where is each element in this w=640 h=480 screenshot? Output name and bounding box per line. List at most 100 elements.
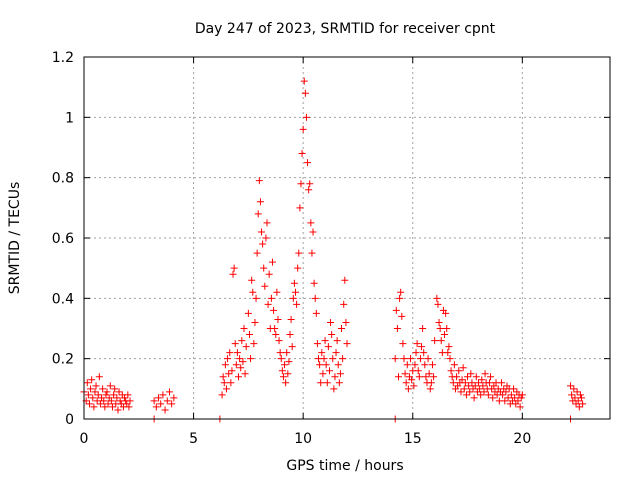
data-point [239,358,247,366]
data-point [295,249,303,257]
data-point [229,270,237,278]
data-point [398,312,406,320]
data-point [254,210,262,218]
data-point [498,379,506,387]
data-point [241,370,249,378]
data-point [333,337,341,345]
data-point [400,355,408,363]
x-tick-label: 5 [189,431,198,447]
data-point [433,294,441,302]
data-point [306,180,314,188]
data-point [341,276,349,284]
data-point [294,264,302,272]
data-point [114,406,122,414]
data-point [84,391,92,399]
data-points [80,77,587,423]
data-point [425,370,433,378]
data-point [332,349,340,357]
data-point [437,337,445,345]
data-point [288,343,296,351]
data-point [99,385,107,393]
data-point [159,391,167,399]
data-point [476,385,484,393]
data-point [258,228,266,236]
data-point [453,373,461,381]
y-tick-label: 0 [65,412,74,428]
data-point [100,397,108,405]
data-point [442,309,450,317]
data-point [444,349,452,357]
data-point [320,355,328,363]
data-point [479,382,487,390]
data-point [113,394,121,402]
data-point [87,385,95,393]
data-point [517,394,525,402]
data-point [328,331,336,339]
data-point [102,391,110,399]
data-point [576,391,584,399]
y-tick-label: 0.8 [52,171,74,187]
data-point [232,361,240,369]
data-point [430,373,438,381]
data-point [276,349,284,357]
data-point [126,397,134,405]
data-point [472,373,480,381]
data-point [567,382,575,390]
data-point [125,403,133,411]
data-point [396,294,404,302]
data-point [467,370,475,378]
axis-ticks: 0 0.2 0.4 0.6 0.8 1 1.2 0 5 10 15 20 [52,50,610,447]
data-point [293,300,301,308]
data-point [155,394,163,402]
data-point [263,219,271,227]
data-point [468,379,476,387]
data-point [298,150,306,158]
data-point [413,340,421,348]
data-point [96,400,104,408]
data-point [422,373,430,381]
data-point [274,315,282,323]
data-point [511,394,519,402]
data-point [231,340,239,348]
data-point [445,343,453,351]
data-point [256,198,264,206]
data-point [244,309,252,317]
data-point [161,406,169,414]
data-point [163,397,171,405]
data-point [410,382,418,390]
data-point [338,325,346,332]
data-point [321,337,329,345]
data-point [270,306,278,314]
data-point [302,113,310,121]
data-point [403,361,411,369]
data-point [393,325,401,332]
data-point [83,379,91,387]
data-point [233,349,241,357]
data-point [265,270,273,278]
data-point [225,370,233,378]
data-point [248,276,256,284]
data-point [275,337,283,345]
data-point [415,373,423,381]
data-point [334,361,342,369]
data-point [115,388,123,396]
y-tick-label: 1.2 [52,50,74,66]
data-point [514,397,522,405]
data-point [101,403,109,411]
data-point [391,355,399,363]
data-point [106,382,114,390]
data-point [92,382,100,390]
data-point [318,349,326,357]
data-point [152,403,160,411]
data-point [446,355,454,363]
data-point [408,376,416,384]
data-point [245,331,253,339]
data-point [252,294,260,302]
y-tick-label: 0.6 [52,231,74,247]
data-point [309,228,317,236]
data-point [261,282,269,290]
data-point [575,403,583,411]
data-point [327,318,335,326]
data-point [85,400,93,408]
data-point [95,373,103,381]
